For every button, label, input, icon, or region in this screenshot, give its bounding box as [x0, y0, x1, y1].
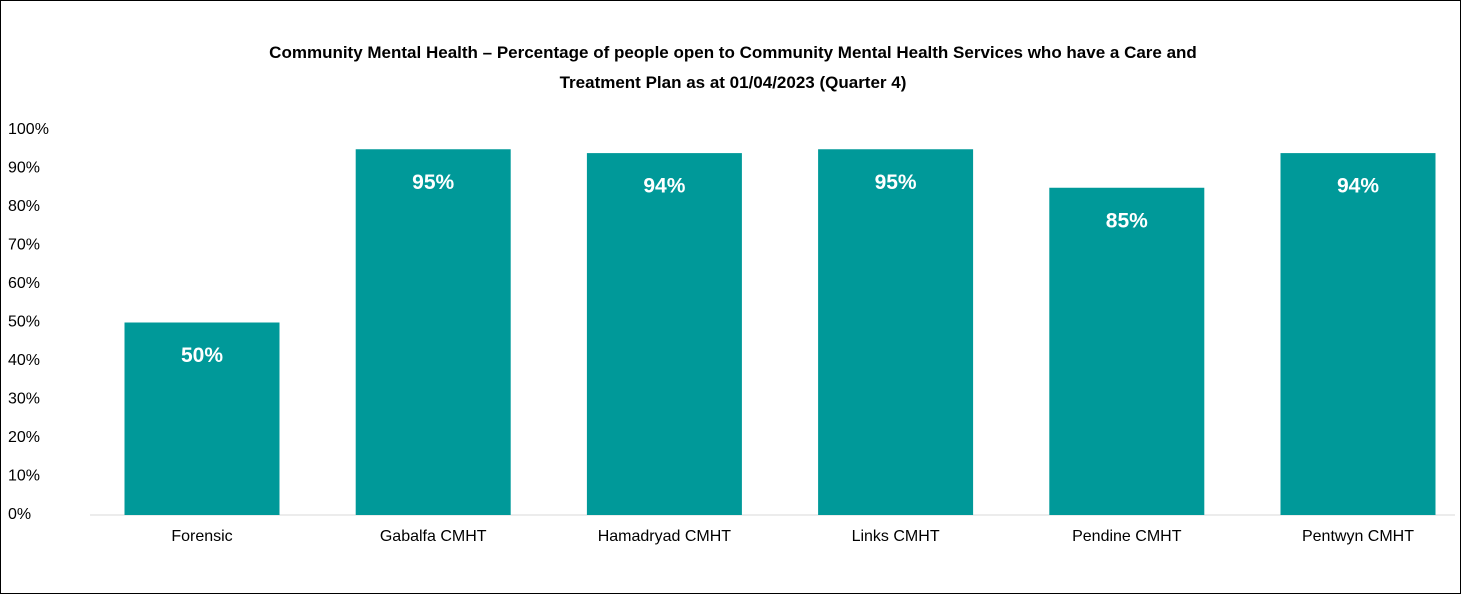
bar: [586, 153, 742, 515]
chart-title: Community Mental Health – Percentage of …: [269, 43, 1197, 92]
x-tick-label: Forensic: [171, 528, 232, 545]
y-tick-label: 20%: [8, 429, 40, 446]
bar: [1280, 153, 1436, 515]
data-label: 95%: [875, 171, 917, 194]
bar: [1049, 187, 1205, 515]
bar: [355, 149, 511, 515]
y-tick-label: 0%: [8, 506, 31, 523]
data-label: 50%: [181, 344, 223, 367]
y-tick-label: 90%: [8, 160, 40, 177]
bar: [818, 149, 974, 515]
x-tick-label: Pentwyn CMHT: [1302, 528, 1414, 545]
y-tick-label: 30%: [8, 391, 40, 408]
y-tick-label: 100%: [8, 121, 49, 138]
data-label: 85%: [1106, 209, 1148, 232]
x-tick-label: Pendine CMHT: [1072, 528, 1182, 545]
bar: [124, 322, 280, 515]
data-label: 94%: [1337, 175, 1379, 198]
x-tick-label: Links CMHT: [852, 528, 940, 545]
x-tick-label: Hamadryad CMHT: [598, 528, 732, 545]
y-tick-label: 60%: [8, 275, 40, 292]
y-tick-label: 80%: [8, 198, 40, 215]
x-tick-label: Gabalfa CMHT: [380, 528, 487, 545]
y-tick-label: 50%: [8, 314, 40, 331]
y-tick-label: 70%: [8, 237, 40, 254]
y-tick-label: 40%: [8, 352, 40, 369]
data-label: 95%: [412, 171, 454, 194]
data-label: 94%: [643, 175, 685, 198]
y-tick-label: 10%: [8, 468, 40, 485]
